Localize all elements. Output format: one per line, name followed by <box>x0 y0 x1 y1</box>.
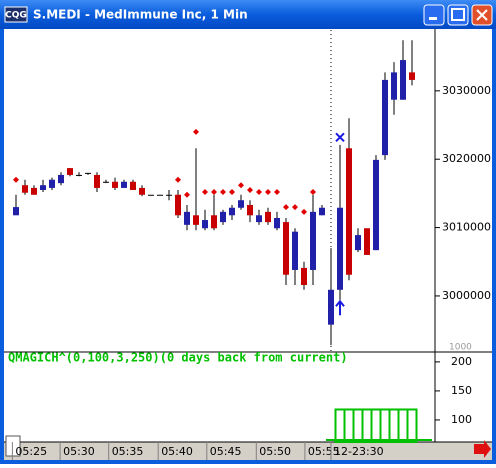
candle-body <box>346 148 352 275</box>
candle-body <box>40 185 46 190</box>
candle-body <box>103 181 109 183</box>
candle-body <box>112 181 118 188</box>
candle-body <box>373 159 379 251</box>
signal-dot <box>13 176 19 183</box>
indicator-title: QMAGICH^(0,100,3,250)(0 days back from c… <box>8 351 348 365</box>
signal-dot <box>238 182 244 189</box>
candle-body <box>193 215 199 225</box>
y-tick-label: 100 <box>451 413 472 426</box>
candle-body <box>139 187 145 195</box>
candle-body <box>364 228 370 255</box>
candle-body <box>121 181 127 188</box>
signal-dot <box>265 189 271 196</box>
x-tick-label: 05:35 <box>112 445 144 458</box>
candle-body <box>202 220 208 229</box>
candle-body <box>22 185 28 193</box>
signal-dot <box>283 204 289 211</box>
signal-dot <box>247 186 253 193</box>
y-tick-label: 150 <box>451 384 472 397</box>
maximize-button[interactable] <box>447 4 469 26</box>
signal-arrow <box>335 299 345 316</box>
scroll-right-arrow[interactable] <box>474 440 491 458</box>
signal-dot <box>256 189 262 196</box>
signal-dot <box>220 189 226 196</box>
candle-body <box>337 207 343 290</box>
signal-dot <box>202 189 208 196</box>
candle-body <box>283 222 289 275</box>
candle-body <box>166 194 172 196</box>
candle-body <box>382 79 388 156</box>
window-title: S.MEDI - MedImmune Inc, 1 Min <box>33 8 248 22</box>
x-tick-label: 05:40 <box>161 445 193 458</box>
candle-body <box>49 179 55 188</box>
candle-body <box>400 60 406 100</box>
scroll-box[interactable] <box>5 435 21 457</box>
candle-body <box>274 218 280 229</box>
signal-dot <box>193 128 199 135</box>
minimize-button[interactable] <box>423 4 445 26</box>
close-button[interactable] <box>471 4 493 26</box>
annotation: 1000 <box>449 343 472 353</box>
candle-body <box>184 211 190 225</box>
y-tick-label: 3010000 <box>442 221 491 234</box>
candle-body <box>157 194 163 196</box>
candle-body <box>256 215 262 223</box>
signal-dot <box>310 189 316 196</box>
x-tick-label: 05:50 <box>259 445 291 458</box>
chart-area <box>4 29 492 460</box>
title-bar <box>0 0 496 29</box>
candle-body <box>58 174 64 184</box>
candle-body <box>391 72 397 100</box>
candle-body <box>175 194 181 216</box>
candle-body <box>355 235 361 251</box>
candle-body <box>328 289 334 325</box>
candle-body <box>247 205 253 216</box>
y-tick-label: 3020000 <box>442 152 491 165</box>
y-tick-label: 3030000 <box>442 84 491 97</box>
signal-dot <box>211 189 217 196</box>
signal-dot <box>184 191 190 198</box>
candle-body <box>148 194 154 196</box>
indicator-bar <box>406 408 418 443</box>
app-icon <box>4 6 28 23</box>
candle-body <box>265 211 271 223</box>
x-tick-label: 12-23:30 <box>334 445 384 458</box>
y-tick-label: 200 <box>451 355 472 368</box>
candle-body <box>310 211 316 270</box>
candle-body <box>31 187 37 195</box>
candle-body <box>319 207 325 216</box>
signal-dot <box>292 204 298 211</box>
candle-body <box>94 174 100 188</box>
candle-body <box>130 181 136 190</box>
y-tick-label: 3000000 <box>442 289 491 302</box>
x-tick-label: 05:25 <box>15 445 47 458</box>
candle-body <box>13 207 19 216</box>
x-tick-label: 05:55 <box>308 445 340 458</box>
signal-dot <box>175 176 181 183</box>
x-tick-label: 05:45 <box>210 445 242 458</box>
candle-body <box>85 172 91 174</box>
signal-dot <box>301 208 307 215</box>
candle-body <box>67 168 73 175</box>
signal-dot <box>274 189 280 196</box>
candle-body <box>220 211 226 223</box>
signal-x <box>335 132 345 143</box>
app-icon-text: CQG <box>5 11 27 21</box>
candle-body <box>238 200 244 208</box>
candle-body <box>229 207 235 216</box>
candle-body <box>409 72 415 80</box>
x-tick-label: 05:30 <box>63 445 95 458</box>
time-axis-strip <box>4 442 492 460</box>
candle-body <box>211 215 217 229</box>
candle-body <box>76 174 82 176</box>
candle-body <box>301 267 307 286</box>
candle-body <box>292 231 298 270</box>
signal-dot <box>229 189 235 196</box>
